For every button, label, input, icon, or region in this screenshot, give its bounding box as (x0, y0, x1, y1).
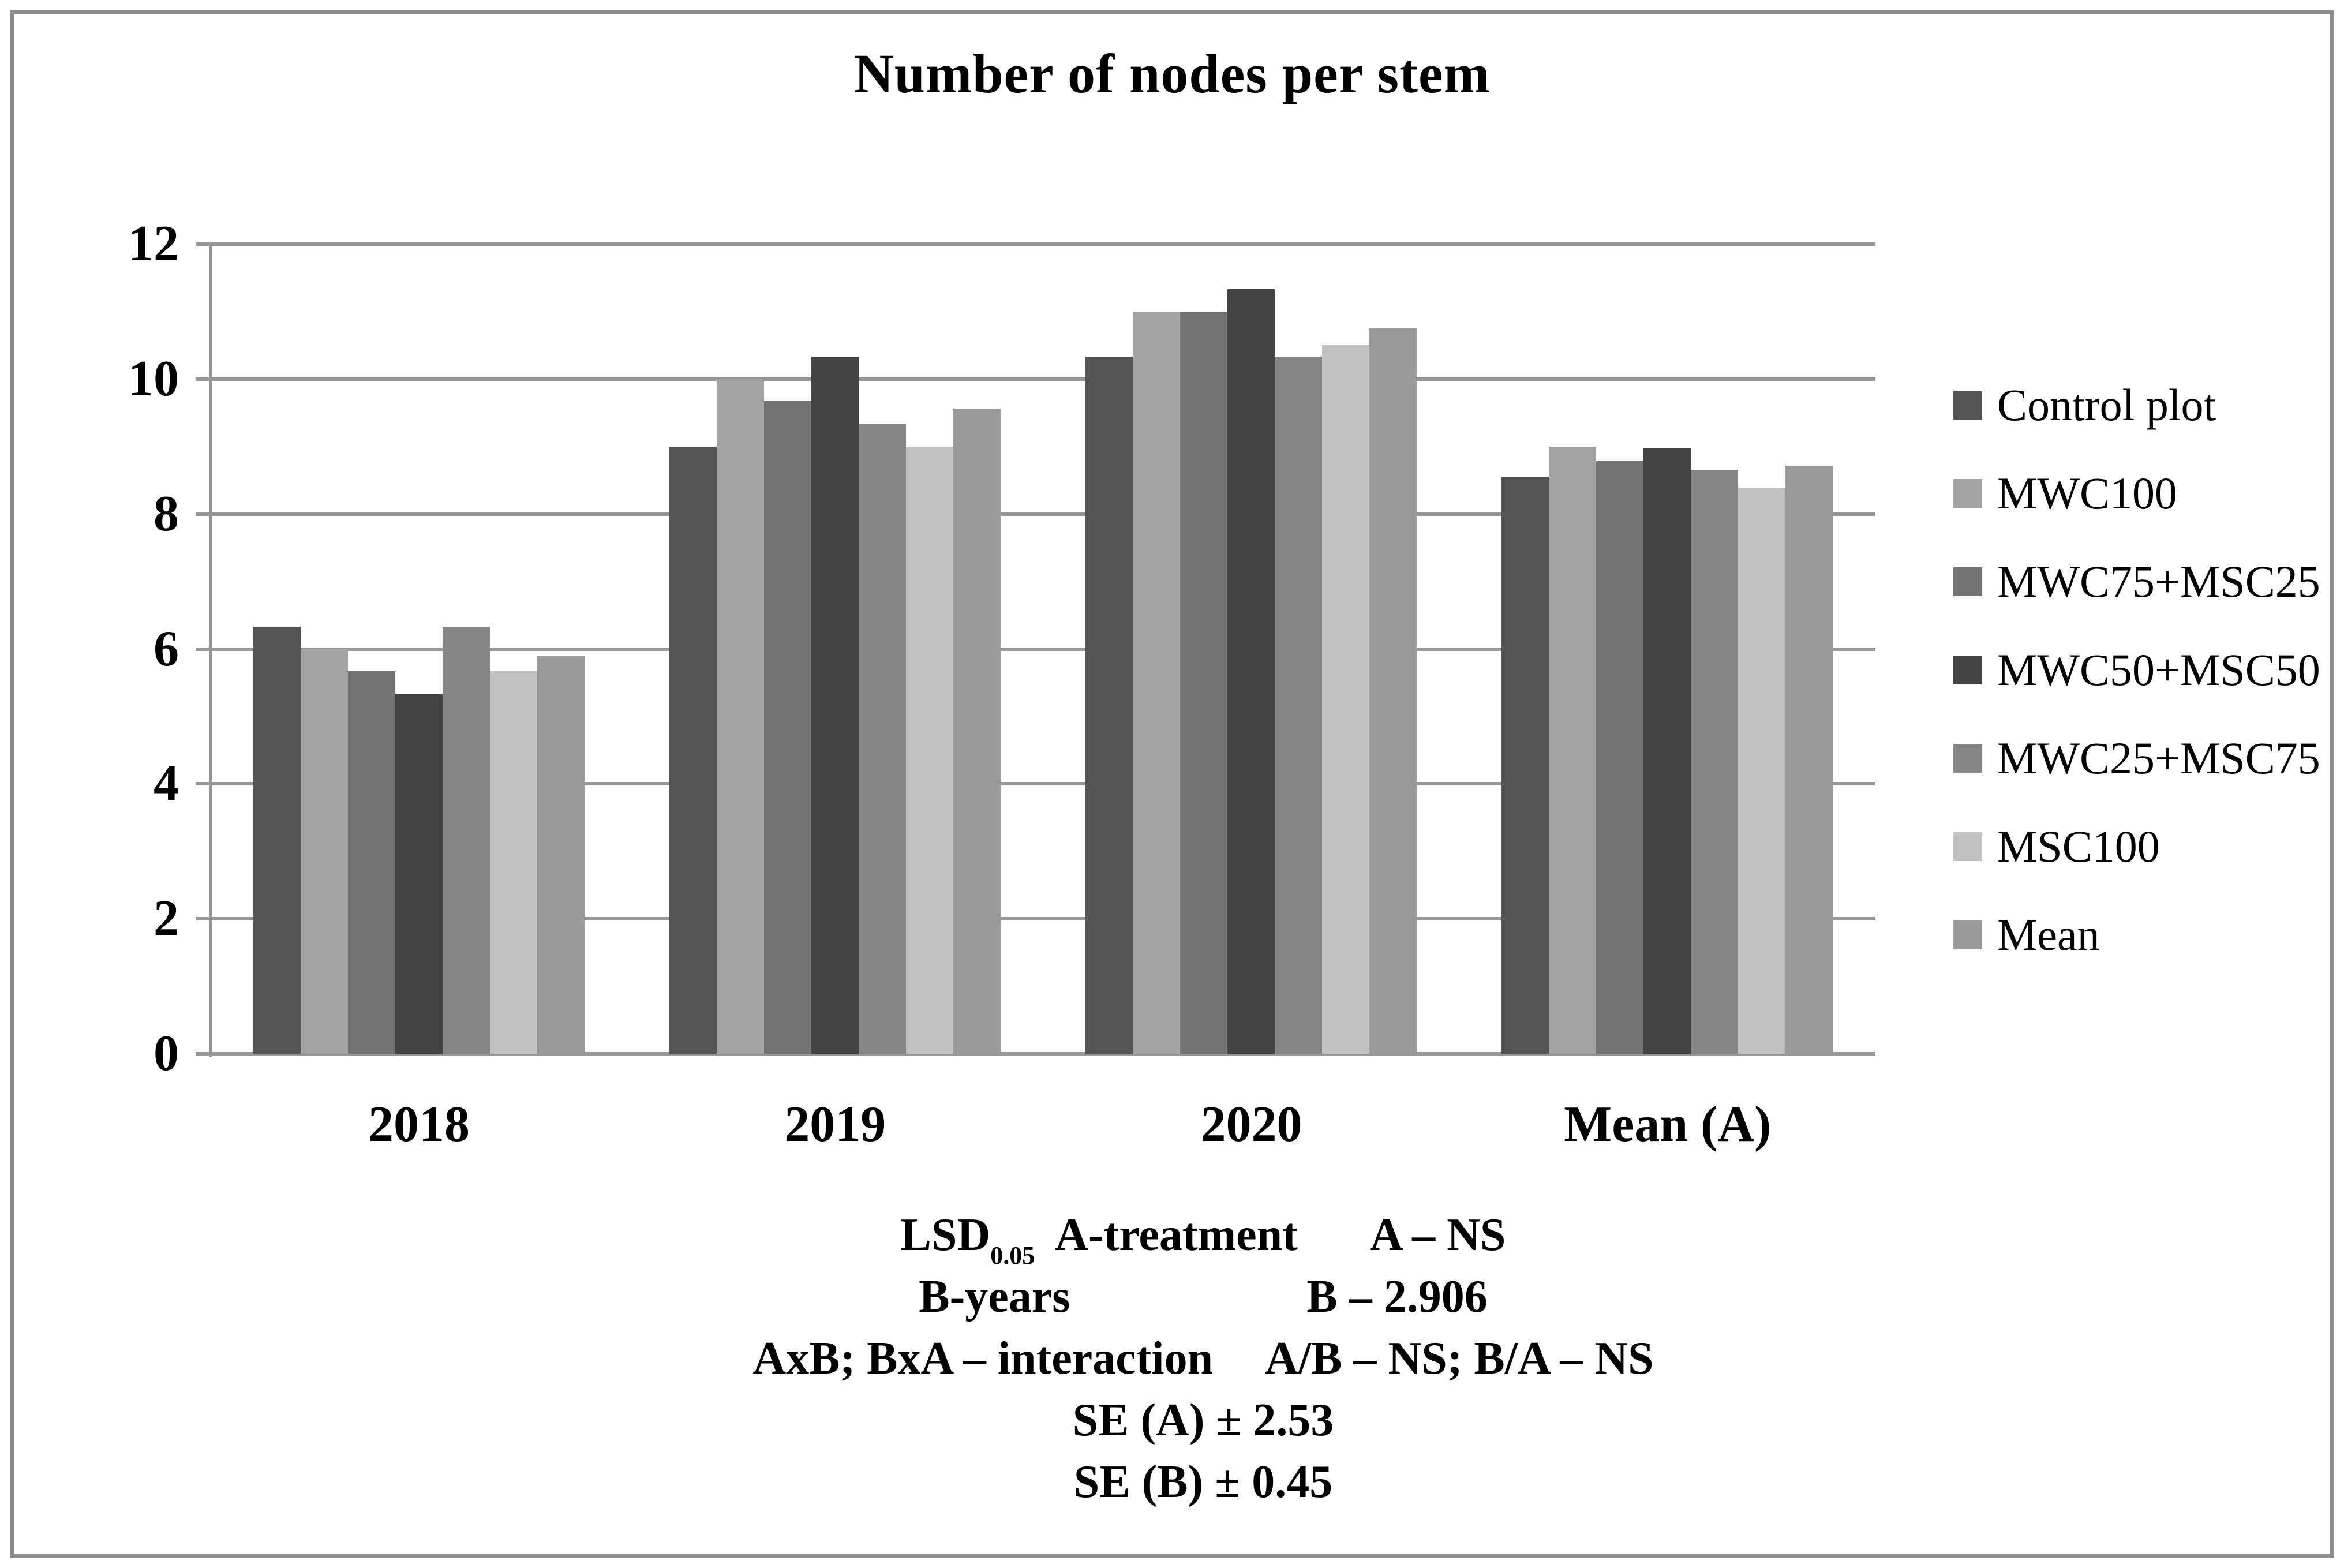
bar-MSC100-Mean (A) (1738, 488, 1786, 1054)
stats-line-se-a: SE (A) ± 2.53 (211, 1390, 2196, 1451)
gridline-4 (196, 782, 1875, 786)
lsd-subscript: 0.05 (990, 1241, 1035, 1270)
gridline-12 (196, 242, 1875, 246)
legend-label-MWC75+MSC25: MWC75+MSC25 (1997, 556, 2320, 607)
legend-swatch-Mean (1953, 920, 1982, 949)
legend-label-Control plot: Control plot (1997, 380, 2216, 430)
y-axis-labels: 0 2 4 6 8 10 12 (58, 216, 179, 1081)
bar-Mean-Mean (A) (1785, 465, 1833, 1054)
se-b-text: SE (B) ± 0.45 (1073, 1457, 1333, 1507)
legend-swatch-MWC50+MSC50 (1953, 656, 1982, 684)
bar-MWC50+MSC50-2020 (1227, 289, 1275, 1054)
x-category-label-2020: 2020 (1200, 1097, 1302, 1152)
y-axis-line (209, 244, 212, 1057)
legend-item-MWC25+MSC75: MWC25+MSC75 (1953, 733, 2320, 783)
factor-a-result: A – NS (1369, 1210, 1506, 1260)
bar-group-2018 (253, 244, 585, 1054)
bar-MWC100-2020 (1133, 311, 1181, 1054)
gridline-0 (196, 1052, 1875, 1056)
x-category-label-2018: 2018 (368, 1097, 470, 1152)
bar-MWC75+MSC25-2018 (347, 671, 395, 1054)
legend-swatch-MWC25+MSC75 (1953, 744, 1982, 773)
bar-MWC25+MSC75-2019 (858, 424, 906, 1054)
factor-a-label: A-treatment (1055, 1210, 1298, 1260)
legend-item-MWC75+MSC25: MWC75+MSC25 (1953, 556, 2320, 607)
bar-MWC25+MSC75-Mean (A) (1691, 469, 1739, 1054)
bar-MWC25+MSC75-2020 (1275, 357, 1323, 1054)
bar-Control plot-2018 (253, 626, 301, 1054)
plot-area (196, 242, 1875, 1057)
y-tick-label-0: 0 (153, 1026, 179, 1081)
legend-swatch-MWC75+MSC25 (1953, 567, 1982, 596)
legend-label-MSC100: MSC100 (1997, 821, 2160, 871)
bar-MWC75+MSC25-2019 (763, 401, 811, 1054)
legend-item-MWC50+MSC50: MWC50+MSC50 (1953, 645, 2320, 695)
stats-line-interaction: AxB; BxA – interaction A/B – NS; B/A – NS (211, 1328, 2196, 1390)
se-a-text: SE (A) ± 2.53 (1072, 1395, 1334, 1446)
bar-MWC25+MSC75-2018 (442, 626, 490, 1054)
factor-b-result: B – 2.906 (1306, 1271, 1488, 1322)
gridline-6 (196, 647, 1875, 651)
bar-MSC100-2019 (905, 446, 953, 1054)
stats-line-se-b: SE (B) ± 0.45 (211, 1451, 2196, 1513)
bar-Mean-2020 (1369, 328, 1417, 1054)
bar-MWC75+MSC25-Mean (A) (1596, 461, 1644, 1054)
legend-swatch-MWC100 (1953, 479, 1982, 508)
y-tick-label-8: 8 (153, 485, 179, 542)
stats-line-lsd: LSD 0.05 A-treatment A – NS (211, 1204, 2196, 1270)
x-category-label-Mean (A): Mean (A) (1564, 1097, 1772, 1152)
legend-label-Mean: Mean (1997, 910, 2100, 960)
bar-Mean-2018 (537, 656, 585, 1054)
legend-label-MWC100: MWC100 (1997, 468, 2177, 518)
interaction-result: A/B – NS; B/A – NS (1265, 1333, 1654, 1384)
bar-MWC50+MSC50-Mean (A) (1643, 448, 1691, 1054)
bar-group-2020 (1085, 244, 1417, 1054)
lsd-label: LSD (900, 1210, 991, 1260)
y-tick-label-4: 4 (153, 755, 179, 812)
bar-Control plot-2019 (669, 446, 717, 1054)
gridline-10 (196, 377, 1875, 381)
bar-group-2019 (669, 244, 1001, 1054)
chart-title: Number of nodes per stem (853, 43, 1491, 104)
bar-MWC75+MSC25-2020 (1180, 311, 1228, 1054)
bar-MSC100-2018 (489, 671, 537, 1054)
factor-b-label: B-years (919, 1271, 1070, 1322)
legend-label-MWC50+MSC50: MWC50+MSC50 (1997, 645, 2320, 695)
y-tick-label-2: 2 (153, 890, 179, 947)
y-tick-label-10: 10 (128, 350, 179, 407)
bar-MWC50+MSC50-2018 (395, 694, 443, 1054)
stats-line-b: B-years B – 2.906 (211, 1266, 2196, 1328)
interaction-label: AxB; BxA – interaction (752, 1333, 1214, 1384)
y-tick-label-6: 6 (153, 620, 179, 677)
legend-item-Control plot: Control plot (1953, 380, 2216, 430)
bar-MWC100-2019 (716, 379, 764, 1054)
bar-group-Mean (A) (1501, 244, 1833, 1054)
bar-MSC100-2020 (1322, 345, 1370, 1054)
legend-swatch-Control plot (1953, 391, 1982, 420)
legend-label-MWC25+MSC75: MWC25+MSC75 (1997, 733, 2320, 783)
legend-item-MWC100: MWC100 (1953, 468, 2177, 518)
bar-Control plot-2020 (1085, 357, 1133, 1054)
bar-Mean-2019 (953, 409, 1001, 1054)
y-tick-label-12: 12 (128, 216, 179, 272)
bar-Control plot-Mean (A) (1501, 477, 1549, 1054)
stats-block: LSD 0.05 A-treatment A – NS B-years B – 2.90… (211, 1204, 2196, 1513)
legend-swatch-MSC100 (1953, 832, 1982, 861)
x-category-label-2019: 2019 (784, 1097, 886, 1152)
gridline-8 (196, 512, 1875, 516)
x-axis-labels: 2018 2019 2020 Mean (A) (211, 1095, 1875, 1165)
bar-MWC100-2018 (300, 649, 348, 1054)
gridline-2 (196, 917, 1875, 921)
bar-MWC50+MSC50-2019 (811, 357, 859, 1054)
legend-item-Mean: Mean (1953, 910, 2100, 960)
legend-item-MSC100: MSC100 (1953, 821, 2160, 871)
bar-MWC100-Mean (A) (1549, 446, 1597, 1054)
